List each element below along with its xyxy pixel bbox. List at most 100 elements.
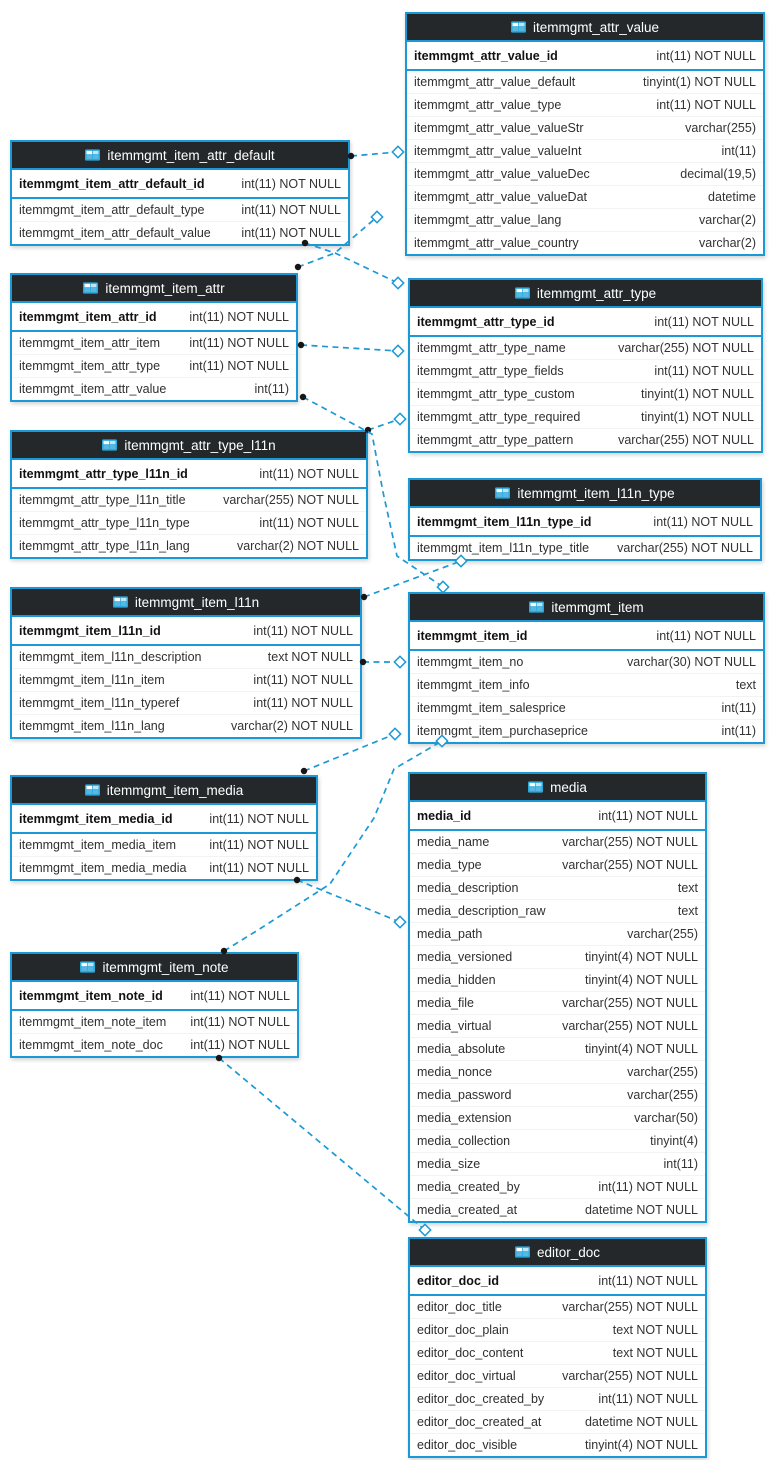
table-icon — [514, 1246, 530, 1258]
relationship-diamond — [393, 915, 407, 929]
relationship-dot — [300, 767, 308, 775]
table-header-itemmgmt_item_note[interactable]: itemmgmt_item_note — [12, 954, 297, 982]
table-editor_doc[interactable]: editor_doc editor_doc_id int(11) NOT NULL e… — [408, 1237, 707, 1458]
primary-key-type: int(11) NOT NULL — [654, 314, 754, 329]
field-type: datetime NOT NULL — [584, 1203, 698, 1217]
table-media[interactable]: media media_id int(11) NOT NULL media_name v… — [408, 772, 707, 1223]
field-name: media_path — [417, 927, 483, 941]
relationship-diamond — [391, 145, 405, 159]
field-name: media_absolute — [417, 1042, 506, 1056]
table-header-itemmgmt_attr_type[interactable]: itemmgmt_attr_type — [410, 280, 761, 308]
field-name: media_nonce — [417, 1065, 493, 1079]
relationship-diamond — [391, 344, 405, 358]
table-itemmgmt_item_attr[interactable]: itemmgmt_item_attr itemmgmt_item_attr_id i… — [10, 273, 298, 402]
field-name: editor_doc_virtual — [417, 1369, 516, 1383]
field-type: int(11) NOT NULL — [253, 673, 353, 687]
field-name: editor_doc_content — [417, 1346, 524, 1360]
field-type: tinyint(4) NOT NULL — [585, 973, 698, 987]
field-type: datetime — [708, 190, 756, 204]
table-header-editor_doc[interactable]: editor_doc — [410, 1239, 705, 1267]
table-header-itemmgmt_item_attr_default[interactable]: itemmgmt_item_attr_default — [12, 142, 348, 170]
table-itemmgmt_item_attr_default[interactable]: itemmgmt_item_attr_default itemmgmt_item_… — [10, 140, 350, 246]
relationship-diamond — [393, 655, 407, 669]
field-type: text — [677, 881, 698, 895]
relationship-dot — [297, 341, 305, 349]
table-header-itemmgmt_item_l11n[interactable]: itemmgmt_item_l11n — [12, 589, 360, 617]
table-itemmgmt_attr_type_l11n[interactable]: itemmgmt_attr_type_l11n itemmgmt_attr_typ… — [10, 430, 368, 559]
field-name: itemmgmt_attr_type_custom — [417, 387, 575, 401]
field-row: itemmgmt_item_l11n_description text NOT N… — [12, 646, 360, 669]
field-type: int(11) NOT NULL — [190, 1015, 290, 1029]
field-row: itemmgmt_item_attr_value int(11) — [12, 378, 296, 400]
field-name: itemmgmt_item_note_item — [19, 1015, 167, 1029]
relationship-line — [303, 733, 396, 772]
primary-key-row: itemmgmt_item_attr_default_id int(11) NOT… — [12, 170, 348, 199]
field-row: itemmgmt_attr_type_l11n_lang varchar(2) N… — [12, 535, 366, 557]
field-row: itemmgmt_item_attr_item int(11) NOT NULL — [12, 332, 296, 355]
field-row: media_description text — [410, 877, 705, 900]
table-header-media[interactable]: media — [410, 774, 705, 802]
table-itemmgmt_attr_type[interactable]: itemmgmt_attr_type itemmgmt_attr_type_id i… — [408, 278, 763, 453]
primary-key-row: itemmgmt_item_attr_id int(11) NOT NULL — [12, 303, 296, 332]
table-itemmgmt_item_l11n_type[interactable]: itemmgmt_item_l11n_type itemmgmt_item_l11… — [408, 478, 762, 561]
field-row: editor_doc_virtual varchar(255) NOT NULL — [410, 1365, 705, 1388]
primary-key-type: int(11) NOT NULL — [656, 628, 756, 643]
primary-key-name: itemmgmt_item_note_id — [19, 988, 163, 1003]
table-icon — [112, 596, 128, 608]
field-name: media_password — [417, 1088, 512, 1102]
field-name: media_created_by — [417, 1180, 520, 1194]
field-type: int(11) NOT NULL — [209, 838, 309, 852]
field-row: itemmgmt_item_no varchar(30) NOT NULL — [410, 651, 763, 674]
table-itemmgmt_attr_value[interactable]: itemmgmt_attr_value itemmgmt_attr_value_i… — [405, 12, 765, 256]
primary-key-type: int(11) NOT NULL — [656, 48, 756, 63]
field-name: media_collection — [417, 1134, 511, 1148]
primary-key-type: int(11) NOT NULL — [259, 466, 359, 481]
relationship-itemmgmt_item_attr.type-to-itemmgmt_attr_type — [297, 341, 405, 358]
table-itemmgmt_item_media[interactable]: itemmgmt_item_media itemmgmt_item_media_i… — [10, 775, 318, 881]
field-name: media_file — [417, 996, 474, 1010]
field-type: datetime NOT NULL — [584, 1415, 698, 1429]
primary-key-type: int(11) NOT NULL — [598, 808, 698, 823]
table-header-itemmgmt_item_l11n_type[interactable]: itemmgmt_item_l11n_type — [410, 480, 760, 508]
table-header-itemmgmt_item_media[interactable]: itemmgmt_item_media — [12, 777, 316, 805]
table-itemmgmt_item[interactable]: itemmgmt_item itemmgmt_item_id int(11) NOT… — [408, 592, 765, 744]
relationship-itemmgmt_item_note.doc-to-editor_doc — [215, 1054, 432, 1237]
table-title: itemmgmt_item_attr_default — [107, 147, 275, 163]
field-row: media_type varchar(255) NOT NULL — [410, 854, 705, 877]
primary-key-type: int(11) NOT NULL — [189, 309, 289, 324]
field-name: itemmgmt_attr_value_lang — [414, 213, 562, 227]
field-type: varchar(255) NOT NULL — [223, 493, 359, 507]
field-type: decimal(19,5) — [680, 167, 756, 181]
primary-key-name: itemmgmt_item_media_id — [19, 811, 173, 826]
table-header-itemmgmt_attr_value[interactable]: itemmgmt_attr_value — [407, 14, 763, 42]
field-name: media_description — [417, 881, 519, 895]
field-row: itemmgmt_attr_type_l11n_title varchar(255… — [12, 489, 366, 512]
field-name: itemmgmt_item_l11n_type_title — [417, 541, 590, 555]
field-type: varchar(2) NOT NULL — [230, 719, 353, 733]
field-type: int(11) — [721, 701, 756, 715]
field-name: itemmgmt_item_salesprice — [417, 701, 566, 715]
table-header-itemmgmt_attr_type_l11n[interactable]: itemmgmt_attr_type_l11n — [12, 432, 366, 460]
field-row: media_extension varchar(50) — [410, 1107, 705, 1130]
field-type: varchar(255) NOT NULL — [562, 1019, 698, 1033]
field-type: int(11) NOT NULL — [259, 516, 359, 530]
field-row: media_absolute tinyint(4) NOT NULL — [410, 1038, 705, 1061]
field-row: media_versioned tinyint(4) NOT NULL — [410, 946, 705, 969]
field-type: text — [677, 904, 698, 918]
field-name: itemmgmt_attr_type_pattern — [417, 433, 574, 447]
field-name: editor_doc_created_at — [417, 1415, 542, 1429]
primary-key-row: itemmgmt_item_l11n_id int(11) NOT NULL — [12, 617, 360, 646]
table-header-itemmgmt_item_attr[interactable]: itemmgmt_item_attr — [12, 275, 296, 303]
field-name: editor_doc_plain — [417, 1323, 509, 1337]
table-title: itemmgmt_attr_type — [536, 285, 657, 301]
table-title: itemmgmt_item_media — [106, 782, 244, 798]
field-row: media_size int(11) — [410, 1153, 705, 1176]
table-itemmgmt_item_l11n[interactable]: itemmgmt_item_l11n itemmgmt_item_l11n_id i… — [10, 587, 362, 739]
field-type: varchar(255) — [627, 1088, 698, 1102]
field-name: itemmgmt_item_attr_item — [19, 336, 161, 350]
field-type: varchar(255) NOT NULL — [562, 1369, 698, 1383]
table-header-itemmgmt_item[interactable]: itemmgmt_item — [410, 594, 763, 622]
field-row: media_created_by int(11) NOT NULL — [410, 1176, 705, 1199]
